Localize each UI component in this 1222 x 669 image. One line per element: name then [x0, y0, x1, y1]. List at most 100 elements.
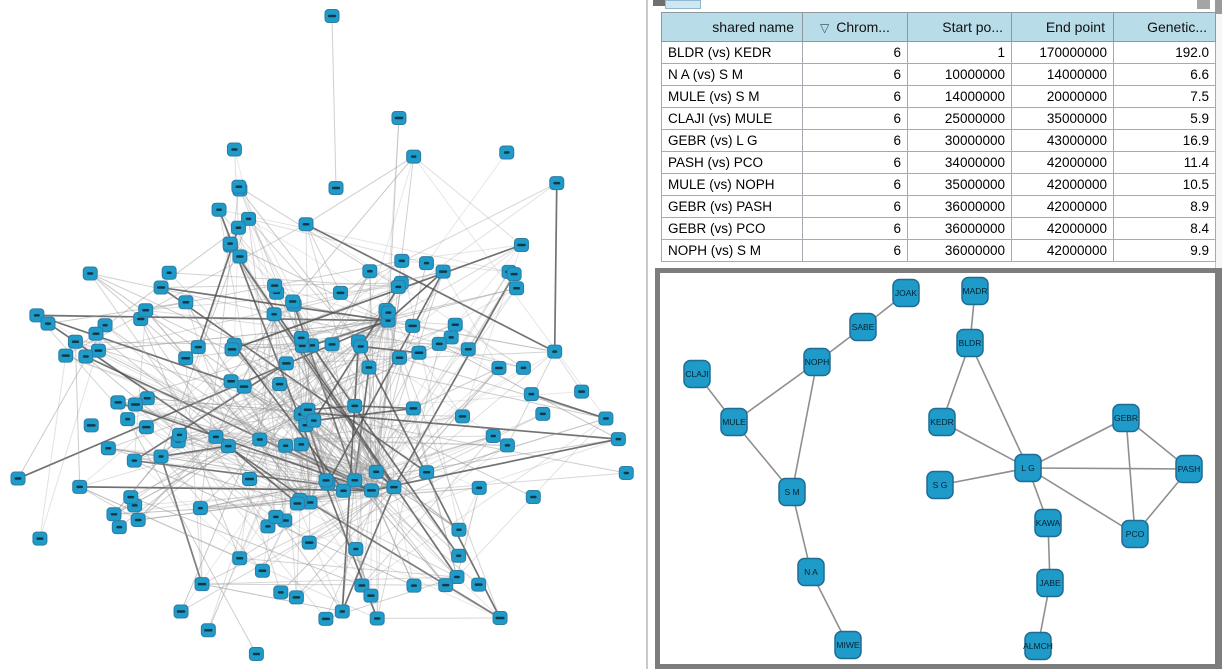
network-node[interactable] [451, 522, 467, 537]
network-node[interactable] [200, 623, 216, 638]
network-node[interactable] [390, 279, 406, 294]
network-node[interactable] [598, 411, 614, 426]
network-node[interactable] [230, 220, 246, 235]
network-node[interactable] [83, 418, 99, 433]
column-header-2[interactable]: Start po... [907, 12, 1012, 42]
network-node[interactable] [192, 501, 208, 516]
network-node[interactable] [72, 479, 88, 494]
network-node[interactable] [127, 397, 143, 412]
network-node[interactable] [288, 590, 304, 605]
network-node[interactable] [354, 578, 370, 593]
network-node[interactable] [82, 266, 98, 281]
network-node[interactable] [535, 406, 551, 421]
column-header-4[interactable]: Genetic... [1113, 12, 1216, 42]
network-node[interactable] [391, 111, 407, 125]
network-node[interactable] [460, 342, 476, 357]
network-node[interactable] [278, 356, 294, 371]
network-node[interactable] [485, 428, 501, 443]
network-node[interactable] [435, 264, 451, 279]
network-node[interactable] [10, 471, 26, 486]
network-node[interactable] [126, 453, 142, 468]
table-row[interactable]: GEBR (vs) PCO 6 36000000 42000000 8.4 [661, 217, 1216, 240]
network-node[interactable] [29, 308, 45, 323]
column-header-3[interactable]: End point [1011, 12, 1114, 42]
subnetwork-node-KEDR[interactable]: KEDR [928, 407, 956, 437]
network-node[interactable] [58, 348, 74, 363]
network-node[interactable] [252, 432, 268, 447]
table-row[interactable]: CLAJI (vs) MULE 6 25000000 35000000 5.9 [661, 107, 1216, 130]
subnetwork-node-SABE[interactable]: SABE [849, 312, 877, 342]
subnetwork-node-MULE[interactable]: MULE [720, 407, 748, 437]
network-node[interactable] [153, 280, 169, 295]
subnetwork-node-JOAK[interactable]: JOAK [892, 278, 920, 308]
network-node[interactable] [232, 249, 248, 264]
network-node[interactable] [525, 489, 541, 504]
network-node[interactable] [178, 351, 194, 366]
network-node[interactable] [451, 548, 467, 563]
network-node[interactable] [138, 303, 154, 318]
network-node[interactable] [224, 342, 240, 357]
network-node[interactable] [268, 509, 284, 524]
network-node[interactable] [248, 647, 264, 661]
table-row[interactable]: N A (vs) S M 6 10000000 14000000 6.6 [661, 63, 1216, 86]
network-node[interactable] [492, 610, 508, 625]
network-node[interactable] [499, 145, 515, 160]
network-node[interactable] [211, 202, 227, 217]
network-node[interactable] [386, 480, 402, 495]
subnetwork-node-S G[interactable]: S G [926, 470, 954, 500]
network-node[interactable] [285, 294, 301, 309]
network-node[interactable] [298, 217, 314, 232]
network-node[interactable] [254, 563, 270, 578]
network-node[interactable] [332, 285, 348, 300]
network-node[interactable] [361, 360, 377, 375]
table-row[interactable]: MULE (vs) S M 6 14000000 20000000 7.5 [661, 85, 1216, 108]
network-node[interactable] [509, 281, 525, 296]
network-node[interactable] [226, 142, 242, 157]
table-tab[interactable] [665, 0, 701, 9]
network-node[interactable] [471, 577, 487, 592]
network-node[interactable] [318, 611, 334, 626]
subnetwork-node-GEBR[interactable]: GEBR [1112, 403, 1140, 433]
network-node[interactable] [301, 535, 317, 550]
network-node[interactable] [194, 577, 210, 592]
network-node[interactable] [618, 465, 634, 480]
subnetwork-node-CLAJI[interactable]: CLAJI [683, 359, 711, 389]
network-node[interactable] [106, 507, 122, 522]
subnetwork-node-BLDR[interactable]: BLDR [956, 328, 984, 358]
subnetwork-node-PCO[interactable]: PCO [1121, 519, 1149, 549]
network-node[interactable] [223, 374, 239, 389]
network-node[interactable] [153, 449, 169, 464]
subnetwork-node-MIWE[interactable]: MIWE [834, 630, 862, 660]
network-node[interactable] [515, 360, 531, 375]
table-row[interactable]: MULE (vs) NOPH 6 35000000 42000000 10.5 [661, 173, 1216, 196]
network-node[interactable] [411, 345, 427, 360]
network-node[interactable] [266, 307, 282, 322]
subnetwork-node-KAWA[interactable]: KAWA [1034, 508, 1062, 538]
network-node[interactable] [293, 330, 309, 345]
network-node[interactable] [90, 343, 106, 358]
network-node[interactable] [438, 578, 454, 593]
network-node[interactable] [499, 438, 515, 453]
network-node[interactable] [549, 176, 565, 191]
table-row[interactable]: BLDR (vs) KEDR 6 1 170000000 192.0 [661, 41, 1216, 64]
network-node[interactable] [454, 409, 470, 424]
network-node[interactable] [368, 464, 384, 479]
subnetwork-node-JABE[interactable]: JABE [1036, 568, 1064, 598]
network-node[interactable] [513, 238, 529, 253]
network-node[interactable] [272, 377, 288, 392]
network-node[interactable] [334, 604, 350, 619]
network-node[interactable] [173, 604, 189, 619]
table-row[interactable]: NOPH (vs) S M 6 36000000 42000000 9.9 [661, 239, 1216, 262]
network-node[interactable] [123, 490, 139, 505]
network-node[interactable] [523, 387, 539, 402]
network-node[interactable] [447, 317, 463, 332]
network-node[interactable] [222, 236, 238, 251]
network-node[interactable] [471, 480, 487, 495]
network-node[interactable] [328, 181, 344, 195]
network-node[interactable] [406, 149, 422, 164]
network-node[interactable] [335, 483, 351, 498]
network-node[interactable] [190, 340, 206, 355]
subnetwork-node-NOPH[interactable]: NOPH [803, 347, 831, 377]
filter-icon[interactable]: ▽ [820, 21, 830, 35]
network-node[interactable] [391, 350, 407, 365]
